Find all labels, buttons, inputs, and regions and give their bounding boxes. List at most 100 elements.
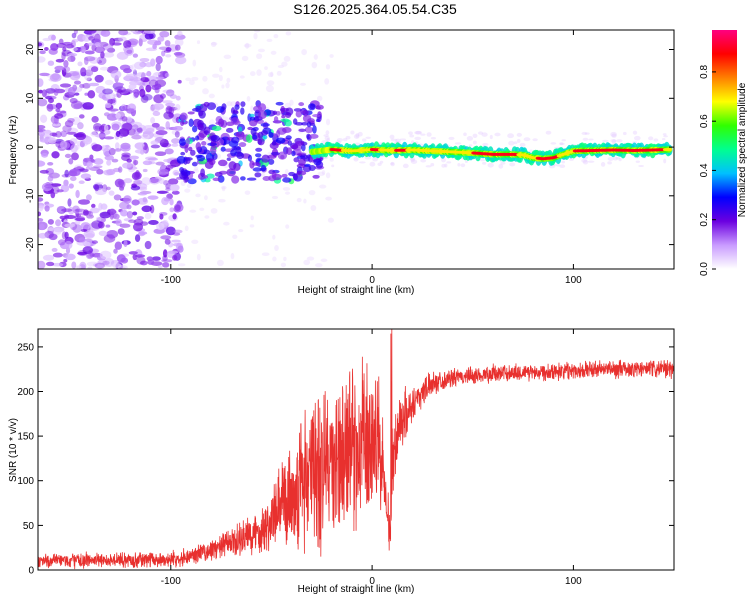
spectrogram-cell bbox=[61, 52, 66, 61]
spectrogram-cell bbox=[163, 158, 172, 163]
spectrogram-cell bbox=[91, 220, 103, 229]
spectrogram-cell bbox=[131, 134, 142, 140]
spectrogram-cell bbox=[83, 229, 95, 239]
spectrogram-cell bbox=[126, 49, 133, 54]
spectrogram-cell bbox=[212, 177, 221, 182]
spectrogram-cell bbox=[225, 82, 230, 89]
spectrogram-cell bbox=[610, 139, 617, 143]
spectrogram-cell bbox=[308, 189, 316, 196]
spectrogram-cell bbox=[329, 157, 334, 162]
spectrogram-cell bbox=[73, 47, 83, 53]
spectrogram-cell bbox=[306, 121, 312, 128]
spectrogram-cell bbox=[172, 254, 178, 261]
spectrogram-cell bbox=[336, 138, 343, 142]
spectrogram-cell bbox=[353, 157, 359, 162]
spectrogram-cell bbox=[135, 170, 140, 178]
spectrogram-cell bbox=[119, 223, 131, 228]
spectrogram-cell bbox=[268, 175, 277, 182]
spectrogram-cell bbox=[611, 133, 617, 138]
spectrogram-cell bbox=[165, 226, 176, 236]
spectrogram-y-tick-label: 20 bbox=[25, 44, 36, 56]
spectrogram-cell bbox=[39, 169, 49, 174]
spectrogram-cell bbox=[289, 99, 294, 106]
spectrogram-cell bbox=[121, 116, 128, 122]
spectrogram-cell bbox=[610, 131, 617, 137]
spectrogram-cell bbox=[123, 195, 132, 204]
spectrogram-cell bbox=[47, 219, 54, 225]
spectrogram-cell bbox=[64, 223, 76, 228]
spectrogram-cell bbox=[238, 229, 244, 233]
spectrogram-cell bbox=[118, 30, 129, 36]
spectrogram-cell bbox=[76, 265, 82, 269]
spectrogram-cell bbox=[137, 197, 149, 205]
spectrogram-cell bbox=[56, 189, 64, 193]
spectrogram-cell bbox=[410, 158, 415, 162]
spectrogram-cell bbox=[123, 240, 128, 248]
spectrogram-cell bbox=[74, 164, 83, 170]
spectrogram-cell bbox=[327, 217, 334, 223]
spectrogram-cell bbox=[296, 197, 302, 203]
snr-series-line bbox=[38, 329, 674, 570]
spectrogram-cell bbox=[219, 66, 223, 73]
spectrogram-cell bbox=[395, 138, 401, 143]
spectrogram-cell bbox=[187, 111, 195, 115]
spectrogram-cell bbox=[369, 161, 376, 167]
spectrogram-cell bbox=[55, 102, 63, 109]
spectrogram-cell bbox=[230, 149, 237, 157]
spectrogram-cell bbox=[64, 253, 76, 261]
spectrogram-cell bbox=[105, 144, 110, 148]
spectrogram-cell bbox=[266, 80, 275, 86]
spectrogram-cell bbox=[204, 195, 208, 201]
spectrogram-cell bbox=[117, 228, 125, 235]
spectrogram-cell bbox=[324, 135, 330, 141]
spectrogram-cell bbox=[350, 130, 355, 135]
spectrogram-cell bbox=[130, 30, 139, 33]
snr-y-label: SNR (10 * v/v) bbox=[8, 418, 19, 482]
spectrogram-cell bbox=[611, 139, 617, 145]
spectrogram-cell bbox=[74, 144, 80, 151]
spectrogram-cell bbox=[47, 60, 55, 66]
spectrogram-cell bbox=[300, 154, 309, 160]
spectrogram-cell bbox=[282, 186, 291, 191]
spectrogram-cell bbox=[324, 78, 330, 85]
spectrogram-cell bbox=[260, 164, 267, 172]
spectrogram-cell bbox=[59, 215, 66, 220]
spectrogram-cell bbox=[136, 216, 144, 220]
spectrogram-cell bbox=[208, 158, 216, 166]
spectrogram-cell bbox=[80, 222, 91, 230]
spectrogram-cell bbox=[662, 133, 667, 136]
spectrogram-cell bbox=[55, 108, 61, 113]
spectrogram-cell bbox=[45, 167, 55, 176]
spectrogram-cell bbox=[379, 160, 384, 164]
spectrogram-cell bbox=[188, 118, 194, 127]
spectrogram-cell bbox=[67, 86, 76, 95]
spectrogram-cell bbox=[89, 166, 101, 172]
spectrogram-x-tick-label: -100 bbox=[161, 275, 181, 286]
spectrogram-cell bbox=[65, 44, 74, 49]
spectrogram-cell bbox=[134, 234, 141, 242]
spectrogram-cell bbox=[555, 163, 561, 167]
spectrogram-cell bbox=[250, 215, 254, 221]
snr-panel: -100 0 100 0 50 100 150 200 250 Height of strai… bbox=[8, 328, 675, 595]
spectrogram-y-tick-label: 10 bbox=[25, 92, 36, 104]
spectrogram-cell bbox=[270, 50, 277, 55]
spectrogram-cell bbox=[291, 150, 296, 157]
spectrogram-cell bbox=[62, 46, 67, 52]
spectrogram-cell bbox=[390, 162, 394, 165]
spectrogram-cell bbox=[38, 221, 48, 231]
spectrogram-cell bbox=[147, 39, 159, 45]
spectrogram-cell bbox=[158, 177, 165, 184]
spectrogram-cell bbox=[316, 95, 323, 102]
spectrogram-cell bbox=[284, 168, 289, 175]
spectrogram-cell bbox=[67, 55, 76, 62]
spectrogram-cell bbox=[173, 172, 180, 176]
spectrogram-cell bbox=[430, 136, 436, 140]
spectrogram-cell bbox=[151, 256, 161, 261]
spectrogram-cell bbox=[128, 168, 135, 173]
spectrogram-cell bbox=[195, 135, 200, 141]
spectrogram-cell bbox=[174, 38, 184, 47]
spectrogram-cell bbox=[420, 159, 427, 163]
spectrogram-cell bbox=[38, 56, 46, 63]
spectrogram-cell bbox=[249, 160, 255, 169]
